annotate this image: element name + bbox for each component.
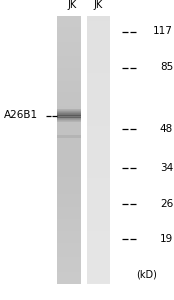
Text: (kD): (kD) bbox=[137, 269, 157, 280]
Text: JK: JK bbox=[94, 1, 103, 10]
Text: 117: 117 bbox=[153, 26, 173, 37]
Text: 85: 85 bbox=[160, 62, 173, 73]
Text: A26B1: A26B1 bbox=[3, 110, 38, 121]
Text: JK: JK bbox=[68, 1, 77, 10]
Text: 26: 26 bbox=[160, 199, 173, 209]
Text: 19: 19 bbox=[160, 233, 173, 244]
Text: 34: 34 bbox=[160, 163, 173, 173]
Text: 48: 48 bbox=[160, 124, 173, 134]
